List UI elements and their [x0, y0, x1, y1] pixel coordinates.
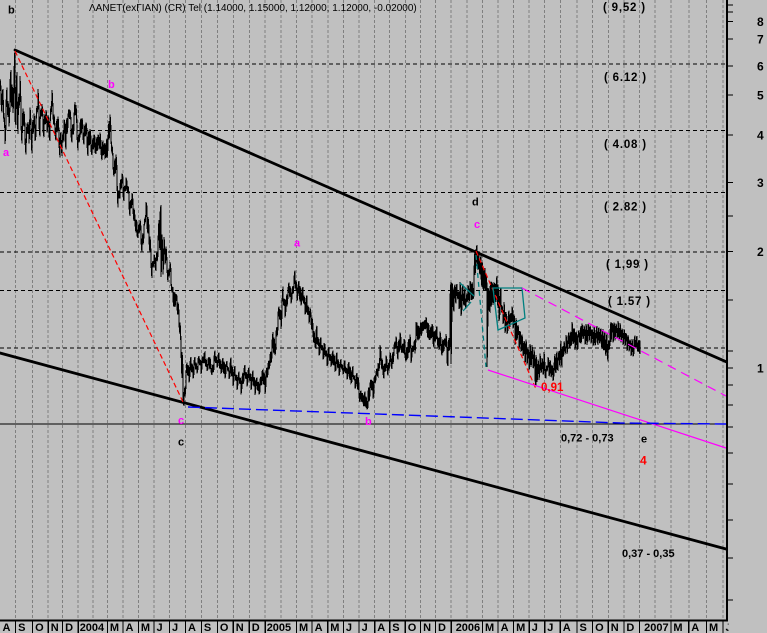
svg-text:M: M [330, 622, 339, 633]
svg-text:0,37 - 0,35: 0,37 - 0,35 [622, 548, 675, 560]
svg-text:a: a [3, 147, 10, 159]
svg-text:( 2.82 ): ( 2.82 ) [604, 202, 647, 214]
svg-text:a: a [294, 238, 301, 250]
svg-text:D: D [438, 622, 446, 633]
svg-text:N: N [236, 622, 244, 633]
svg-text:N: N [423, 622, 431, 633]
svg-text:D: D [65, 622, 73, 633]
svg-text:O: O [408, 622, 417, 633]
svg-text:0,91: 0,91 [541, 382, 564, 394]
svg-text:b: b [108, 79, 115, 91]
svg-text:( 4.08 ): ( 4.08 ) [604, 139, 647, 151]
svg-text:4: 4 [757, 129, 764, 143]
svg-text:2005: 2005 [267, 622, 291, 633]
svg-text:O: O [595, 622, 604, 633]
svg-text:M: M [673, 622, 682, 633]
svg-text:M: M [141, 622, 150, 633]
svg-text:5: 5 [757, 89, 764, 103]
svg-text:( 1.57 ): ( 1.57 ) [608, 296, 651, 308]
svg-text:4: 4 [640, 454, 647, 468]
svg-text:D: D [252, 622, 260, 633]
svg-text:A: A [563, 622, 571, 633]
svg-text:A: A [501, 622, 509, 633]
svg-text:J: J [172, 622, 178, 633]
svg-text:ΛANET(exΓΙAN) (CR) Tel (1.1400: ΛANET(exΓΙAN) (CR) Tel (1.14000, 1.15000… [89, 3, 417, 14]
svg-text:c: c [178, 415, 184, 427]
svg-text:c: c [178, 437, 184, 449]
svg-text:e: e [641, 434, 647, 446]
svg-text:2006: 2006 [456, 622, 480, 633]
svg-text:2004: 2004 [80, 622, 105, 633]
svg-text:c: c [474, 219, 480, 231]
svg-text:A: A [315, 622, 323, 633]
svg-text:N: N [51, 622, 59, 633]
svg-text:A: A [691, 622, 699, 633]
svg-text:( 6.12 ): ( 6.12 ) [604, 72, 647, 84]
svg-text:S: S [392, 622, 399, 633]
svg-text:A: A [377, 622, 385, 633]
svg-text:( 1,99 ): ( 1,99 ) [606, 259, 649, 271]
svg-text:J: J [362, 622, 368, 633]
svg-text:d: d [472, 197, 479, 209]
svg-text:M: M [709, 622, 718, 633]
svg-text:D: D [626, 622, 634, 633]
svg-text:M: M [485, 622, 494, 633]
svg-text:b: b [8, 5, 15, 17]
svg-text:J: J [532, 622, 538, 633]
svg-text:S: S [580, 622, 587, 633]
svg-text:b: b [365, 416, 372, 428]
svg-text:O: O [220, 622, 229, 633]
svg-text:0,72 - 0,73: 0,72 - 0,73 [561, 433, 614, 445]
svg-text:6: 6 [757, 60, 764, 74]
svg-text:M: M [299, 622, 308, 633]
svg-text:N: N [611, 622, 619, 633]
svg-text:1: 1 [757, 362, 764, 376]
svg-text:2007: 2007 [644, 622, 668, 633]
svg-text:J: J [547, 622, 553, 633]
svg-text:A: A [126, 622, 134, 633]
svg-text:J: J [157, 622, 163, 633]
svg-text:3: 3 [757, 176, 764, 190]
svg-text:J: J [346, 622, 352, 633]
svg-text:A: A [188, 622, 196, 633]
svg-text:S: S [204, 622, 211, 633]
svg-text:A: A [3, 622, 11, 633]
svg-text:( 9,52 ): ( 9,52 ) [603, 2, 646, 14]
svg-text:M: M [516, 622, 525, 633]
svg-text:2: 2 [757, 245, 764, 259]
svg-text:7: 7 [757, 33, 764, 47]
svg-text:S: S [18, 622, 25, 633]
svg-text:O: O [35, 622, 44, 633]
svg-text:8: 8 [757, 15, 764, 29]
svg-text:M: M [110, 622, 119, 633]
